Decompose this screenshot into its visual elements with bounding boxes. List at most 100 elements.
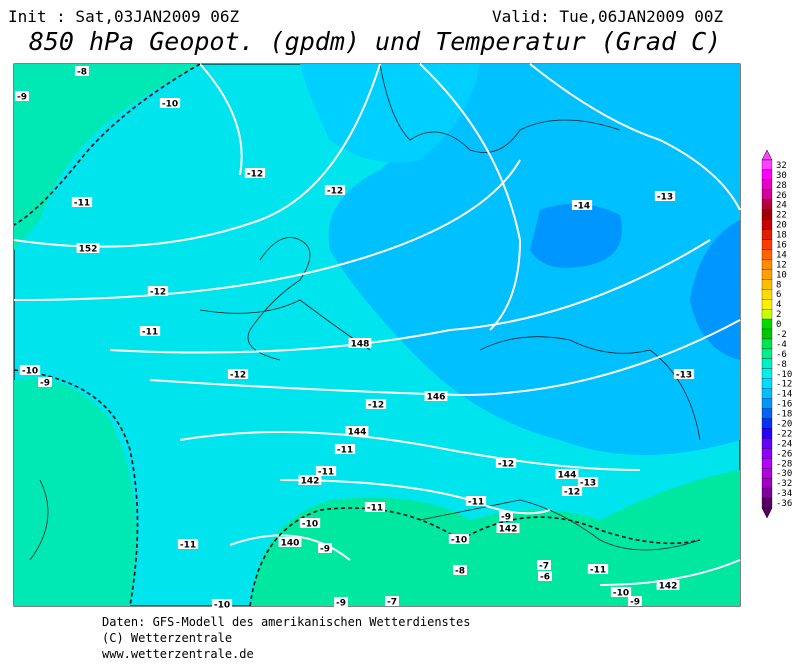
label-box — [345, 426, 369, 436]
label-text: -12 — [247, 170, 263, 180]
label-text: -10 — [22, 367, 38, 377]
colorbar-swatch — [761, 219, 773, 230]
colorbar-label: -18 — [776, 410, 792, 420]
contour-label: 144 — [555, 469, 579, 481]
label-box — [348, 338, 372, 348]
label-box — [385, 596, 399, 606]
label-box — [465, 496, 487, 506]
cold-core — [690, 220, 740, 360]
colorbar-label: -26 — [776, 449, 792, 459]
colorbar-label: 22 — [776, 211, 787, 221]
label-box — [278, 537, 302, 547]
label-box — [537, 560, 551, 570]
label-box — [499, 511, 513, 521]
label-box — [577, 477, 599, 487]
contour-label: -6 — [538, 571, 552, 583]
coastlines — [29, 63, 701, 561]
label-text: -9 — [40, 379, 50, 389]
contour-label: -10 — [299, 518, 321, 530]
label-text: -10 — [162, 100, 178, 110]
label-text: 142 — [301, 477, 320, 487]
contour-label: -11 — [587, 564, 609, 576]
colorbar-swatch — [761, 308, 773, 320]
colorbar-label: 30 — [776, 171, 787, 181]
label-text: -8 — [77, 68, 87, 78]
label-text: -10 — [302, 520, 318, 530]
colorbar-label: 14 — [776, 250, 787, 260]
colorbar-swatch — [761, 279, 773, 290]
label-box — [298, 475, 322, 485]
label-box — [334, 444, 356, 454]
colorbar-label: -8 — [776, 360, 787, 370]
colorbar-swatch — [761, 497, 773, 509]
label-box — [424, 391, 448, 401]
contour-label: -10 — [19, 365, 41, 377]
colorbar-label: 0 — [776, 320, 781, 330]
contour-label: -11 — [71, 197, 93, 209]
colorbar-label: -22 — [776, 429, 792, 439]
colorbar-label: 12 — [776, 260, 787, 270]
colorbar-label: 18 — [776, 231, 787, 241]
contour-label: -10 — [610, 587, 632, 599]
label-text: 140 — [281, 539, 300, 549]
label-text: -11 — [74, 199, 90, 209]
colorbar-label: -36 — [776, 499, 792, 509]
map-title: 850 hPa Geopot. (gpdm) und Temperatur (G… — [29, 27, 721, 56]
label-text: -10 — [613, 589, 629, 599]
colorbar-label: -6 — [776, 350, 787, 360]
colorbar-swatch — [761, 398, 773, 409]
contour-label: -9 — [318, 543, 332, 555]
label-box — [76, 243, 100, 253]
cold-core — [530, 203, 622, 268]
contour-label: -11 — [364, 502, 386, 514]
colorbar-swatch — [761, 348, 773, 360]
label-text: 148 — [351, 340, 370, 350]
colorbar-swatch — [761, 189, 773, 200]
contour-label: -9 — [334, 597, 348, 609]
label-text: -7 — [539, 562, 549, 572]
contour-label: 144 — [345, 426, 369, 438]
label-box — [555, 469, 579, 479]
label-text: -8 — [455, 567, 465, 577]
init-time: Init : Sat,03JAN2009 06Z — [8, 7, 240, 26]
warm-area — [14, 64, 200, 250]
contour-label: 140 — [278, 537, 302, 549]
label-text: -12 — [368, 401, 384, 411]
label-box — [561, 486, 583, 496]
contour-label: -10 — [159, 98, 181, 110]
colorbar-label: 10 — [776, 270, 787, 280]
contour-label: -7 — [385, 596, 399, 608]
label-text: -9 — [630, 598, 640, 608]
colorbar-arrow — [761, 149, 773, 161]
contour-label: -13 — [673, 369, 695, 381]
contour-label: -10 — [211, 599, 233, 611]
label-box — [139, 326, 161, 336]
label-text: -14 — [574, 202, 590, 212]
label-text: -9 — [336, 599, 346, 609]
colorbar-label: -4 — [776, 340, 787, 350]
colorbar-label: -14 — [776, 390, 792, 400]
colorbar-label: -28 — [776, 459, 792, 469]
colorbar-swatch — [761, 249, 773, 260]
colorbar: 32302826242220181614121086420-2-4-6-8-10… — [761, 149, 792, 519]
label-box — [628, 596, 642, 606]
label-text: -10 — [214, 601, 230, 611]
label-text: 144 — [558, 471, 577, 481]
colorbar-swatch — [761, 259, 773, 270]
label-text: -11 — [142, 328, 158, 338]
colorbar-swatch — [761, 368, 773, 379]
label-box — [324, 185, 346, 195]
label-box — [15, 91, 29, 101]
contour-label: -9 — [15, 91, 29, 103]
label-box — [673, 369, 695, 379]
colorbar-label: 24 — [776, 201, 787, 211]
label-box — [318, 543, 332, 553]
label-box — [75, 66, 89, 76]
label-text: -12 — [327, 187, 343, 197]
colorbar-label: -32 — [776, 479, 792, 489]
contour-label: -12 — [244, 168, 266, 180]
contour-label: -11 — [334, 444, 356, 456]
contour-label: -12 — [147, 286, 169, 298]
footer-line: (C) Wetterzentrale — [102, 631, 232, 645]
label-box — [453, 565, 467, 575]
